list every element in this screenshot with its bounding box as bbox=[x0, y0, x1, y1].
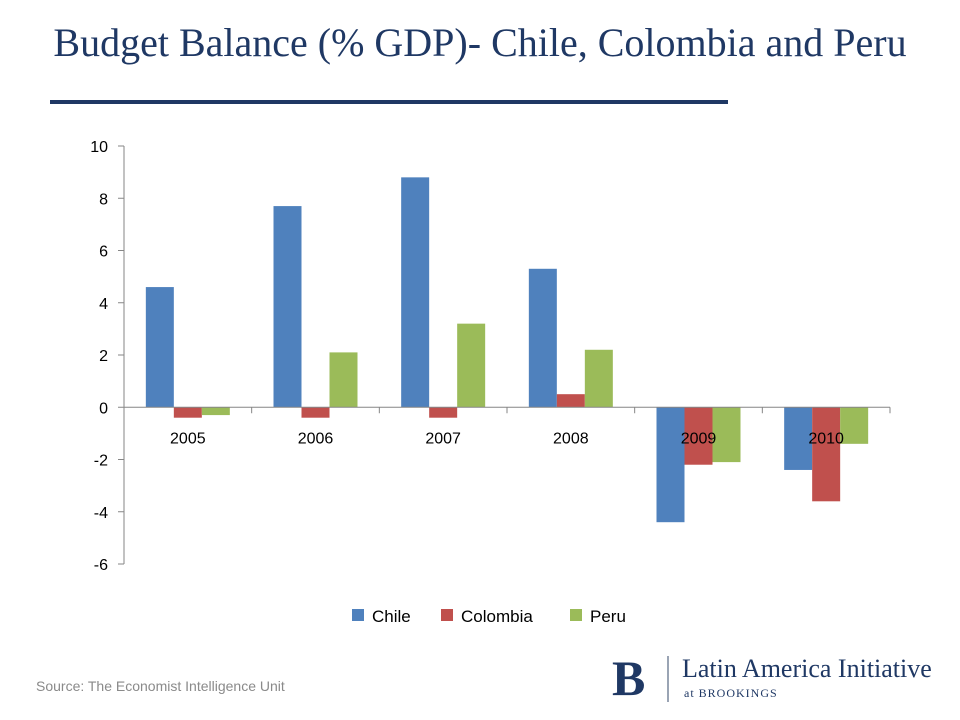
x-tick-label: 2010 bbox=[808, 430, 844, 447]
x-axis: 2005 2006 2007 2008 2009 2010 bbox=[123, 406, 891, 447]
y-tick-label: 2 bbox=[99, 348, 108, 365]
bar-peru-2010 bbox=[840, 407, 869, 444]
y-tick-label: -6 bbox=[94, 557, 108, 574]
bar-colombia-2005 bbox=[173, 407, 202, 418]
x-tick-label: 2009 bbox=[681, 430, 717, 447]
bar-colombia-2007 bbox=[429, 407, 458, 418]
brand-name: Latin America Initiative bbox=[682, 654, 932, 683]
title-underline bbox=[50, 100, 728, 104]
bar-colombia-2006 bbox=[301, 407, 330, 418]
legend-swatch-chile bbox=[352, 609, 364, 621]
bar-chile-2005 bbox=[145, 287, 174, 408]
bar-colombia-2009 bbox=[684, 407, 713, 465]
y-tick-label: 6 bbox=[99, 244, 108, 261]
bar-chile-2008 bbox=[528, 268, 557, 408]
legend-label-peru: Peru bbox=[590, 607, 626, 626]
bar-chile-2010 bbox=[784, 407, 813, 470]
brookings-b-mark: B bbox=[612, 650, 646, 706]
bar-peru-2008 bbox=[584, 349, 613, 408]
bar-colombia-2008 bbox=[556, 394, 585, 408]
legend-label-colombia: Colombia bbox=[461, 607, 533, 626]
legend-swatch-peru bbox=[570, 609, 582, 621]
y-axis: 10 8 6 4 2 0 -2 -4 -6 bbox=[90, 139, 125, 574]
logo-divider bbox=[667, 656, 669, 702]
source-note: Source: The Economist Intelligence Unit bbox=[36, 678, 285, 694]
slide-title: Budget Balance (% GDP)- Chile, Colombia … bbox=[53, 20, 907, 65]
bar-chile-2009 bbox=[656, 407, 685, 523]
bar-peru-2005 bbox=[201, 407, 230, 416]
bar-peru-2006 bbox=[329, 352, 358, 408]
y-tick-label: -4 bbox=[94, 505, 108, 522]
legend-label-chile: Chile bbox=[372, 607, 411, 626]
legend-swatch-colombia bbox=[441, 609, 453, 621]
x-tick-label: 2006 bbox=[298, 430, 334, 447]
legend: Chile Colombia Peru bbox=[352, 607, 626, 626]
brand-subtitle: at BROOKINGS bbox=[684, 686, 778, 700]
bar-colombia-2010 bbox=[812, 407, 841, 502]
bar-peru-2009 bbox=[712, 407, 741, 463]
bar-chart: 10 8 6 4 2 0 -2 -4 -6 2005 2006 2007 2008 2009 2010 C… bbox=[90, 139, 891, 626]
y-tick-label: 4 bbox=[99, 296, 108, 313]
x-tick-label: 2008 bbox=[553, 430, 589, 447]
x-tick-label: 2005 bbox=[170, 430, 206, 447]
bar-chile-2007 bbox=[401, 177, 430, 408]
bar-chile-2006 bbox=[273, 206, 302, 408]
y-tick-label: 0 bbox=[99, 400, 108, 417]
bars bbox=[145, 177, 869, 523]
y-tick-label: 8 bbox=[99, 191, 108, 208]
x-tick-label: 2007 bbox=[425, 430, 461, 447]
brookings-logo: B Latin America Initiative at BROOKINGS bbox=[612, 652, 952, 708]
y-tick-label: 10 bbox=[90, 139, 108, 156]
bar-peru-2007 bbox=[457, 323, 486, 408]
y-tick-label: -2 bbox=[94, 453, 108, 470]
